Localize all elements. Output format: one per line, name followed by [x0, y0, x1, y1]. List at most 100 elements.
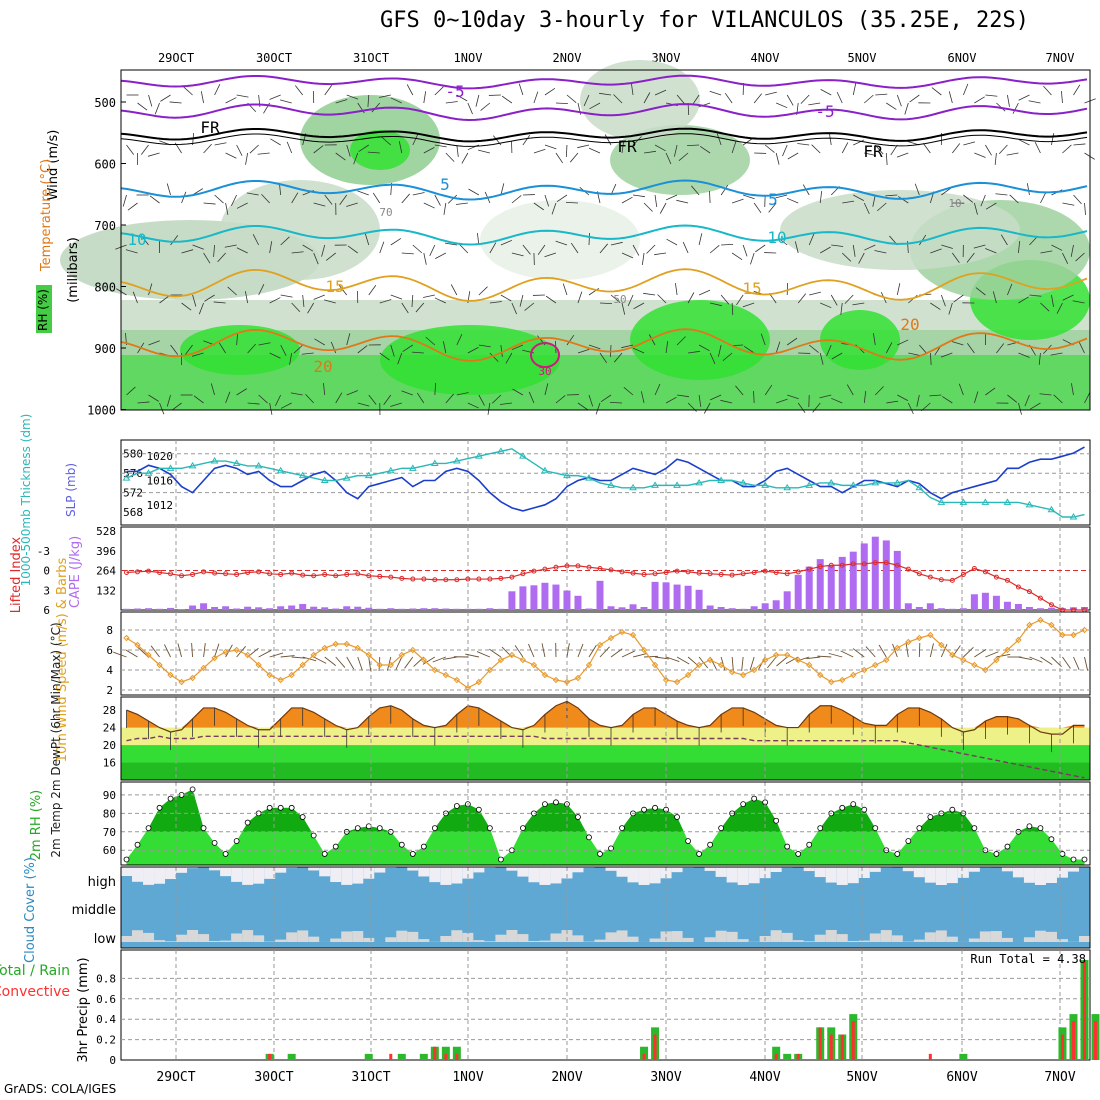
wind-barb [1040, 192, 1047, 204]
wind-barb [425, 336, 436, 346]
cloud-label-low: low [94, 932, 117, 947]
wind-barb [562, 283, 568, 296]
thickness-point [541, 466, 549, 474]
wind-barb [692, 94, 700, 106]
wind-barb [750, 252, 755, 265]
cloud-low [946, 936, 958, 942]
convective-bar [1060, 1034, 1064, 1060]
cape-bar [189, 605, 197, 610]
cape-bar [805, 566, 813, 610]
rh-point [189, 786, 196, 793]
wind-barb [544, 144, 557, 150]
thickness-point [497, 447, 505, 454]
li-point [476, 576, 482, 582]
wind-barb [346, 656, 355, 670]
cloud-low [858, 940, 870, 942]
cape-tick: 132 [96, 584, 116, 597]
cloud-low [209, 940, 221, 942]
wind-barb [930, 248, 942, 254]
li-line [126, 561, 1085, 611]
thickness-point [122, 474, 131, 481]
wind-barb [930, 302, 941, 310]
li-point [487, 576, 493, 582]
contour-label: 15 [325, 277, 344, 296]
wind-barb [280, 655, 295, 658]
wind-barb [137, 102, 148, 111]
thickness-point [783, 483, 792, 491]
contour-rh30 [530, 342, 560, 368]
cloud-high [715, 867, 727, 877]
wind-speed-point [960, 656, 967, 664]
wind-barb [422, 656, 436, 665]
cape-bar [794, 574, 802, 610]
cape-bar [1069, 607, 1077, 610]
precip-bar [783, 1053, 792, 1060]
wind-barb [577, 348, 590, 354]
wind-speed-point [817, 671, 824, 679]
cloud-high [748, 867, 760, 884]
wind-barb [992, 291, 997, 304]
thickness-point [959, 498, 968, 505]
contour-label: 5 [440, 175, 450, 194]
wind-barb [456, 392, 469, 396]
thickness-point [386, 466, 395, 474]
rh-point [1048, 836, 1055, 843]
cloud-low [231, 933, 243, 942]
wind-barb [940, 644, 948, 658]
wind-barb [673, 144, 678, 157]
wind-barb [544, 252, 557, 258]
precip-tick: 0.6 [96, 993, 116, 1006]
wind-barb [731, 656, 734, 671]
page-title: GFS 0~10day 3-hourly for VILANCULOS (35.… [380, 8, 1030, 33]
wind-barb [339, 285, 348, 296]
rh-point [200, 825, 207, 832]
cloud-low [561, 930, 573, 942]
wind-barb [290, 392, 303, 396]
ylabel-temperature: Temperature (°C) [39, 159, 54, 272]
wind-barb [698, 289, 711, 296]
thickness-point [981, 498, 990, 505]
rh-point [376, 825, 383, 832]
thickness-point [254, 461, 263, 469]
wind-barb [324, 194, 333, 205]
li-point [806, 566, 812, 572]
wind-barb [1018, 402, 1022, 415]
cape-bar [827, 565, 835, 610]
wind-speed-point [739, 671, 747, 679]
pressure-tick: 1000 [87, 404, 116, 418]
wind-speed-point [629, 631, 637, 639]
wind-barb [435, 252, 447, 259]
wind-barb [842, 200, 855, 204]
precip-bar [772, 1046, 781, 1060]
date-tick-top: 30OCT [256, 51, 292, 65]
contour-temp-5 [120, 179, 1088, 201]
wind-barb [461, 152, 469, 164]
cape-bar [926, 603, 934, 610]
wind-barb [213, 244, 215, 257]
wind-speed-point [277, 676, 284, 684]
cloud-high [352, 867, 364, 884]
cloud-high [209, 867, 221, 871]
li-point [388, 574, 394, 580]
cape-bar [365, 607, 373, 610]
cloud-low [253, 935, 265, 942]
contour-label: 5 [768, 190, 778, 209]
wind-speed-point [145, 651, 152, 659]
cape-bar [717, 607, 725, 610]
date-tick-top: 1NOV [454, 51, 483, 65]
wind-barb [1018, 139, 1030, 146]
cloud-high [517, 867, 529, 877]
wind-barb [853, 139, 865, 146]
wind-barb [583, 94, 590, 107]
wind-barb [291, 656, 306, 659]
wind-barb [541, 643, 546, 658]
convective-bar [1082, 960, 1086, 1060]
rh-point [266, 804, 273, 811]
wind-barb [742, 244, 748, 257]
wind-barb [491, 394, 502, 404]
cloud-high [913, 867, 925, 878]
wind-barb [213, 301, 226, 304]
wind-barb [1062, 294, 1074, 301]
rh-point [409, 851, 416, 857]
thickness-point [585, 474, 593, 481]
